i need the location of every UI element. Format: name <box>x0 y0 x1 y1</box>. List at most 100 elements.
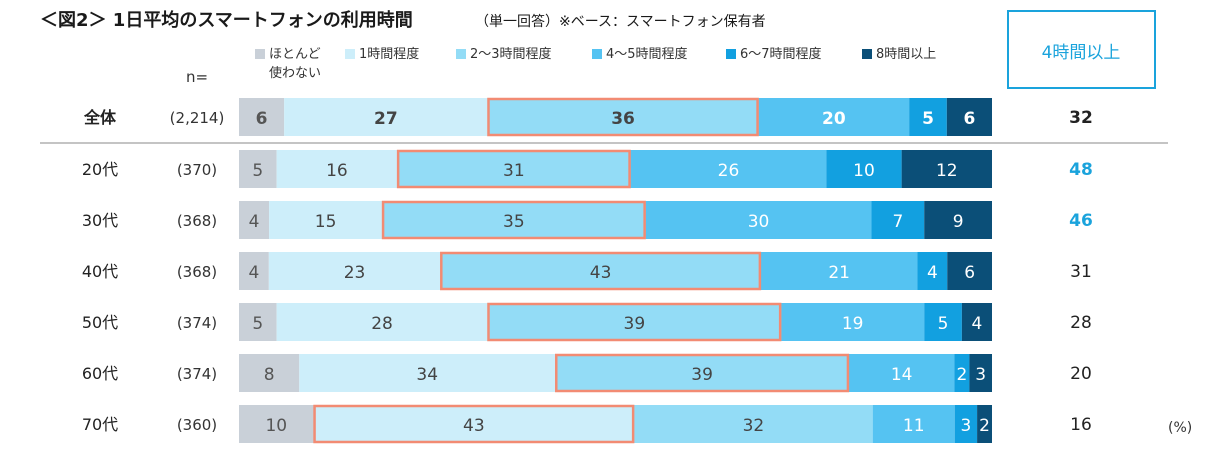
data-label: 21 <box>828 263 850 283</box>
row-n: (2,214) <box>170 109 225 127</box>
bar-segment <box>826 150 902 188</box>
row-label: 20代 <box>82 160 118 179</box>
highlight-frame <box>381 200 646 240</box>
right-value: 48 <box>1069 160 1093 180</box>
row-label: 60代 <box>82 364 118 383</box>
bar-segment <box>871 201 925 239</box>
legend-label: 4～5時間程度 <box>606 46 688 62</box>
bar-segment <box>760 252 918 290</box>
highlight-frame <box>440 251 762 291</box>
legend-label: ほとんど使わない <box>269 47 321 81</box>
legend-item: ほとんど使わない <box>255 47 321 81</box>
bar-row: 60代 (374) 8 34 39 14 2 3 20 <box>82 353 1092 393</box>
data-label: 2 <box>979 416 990 436</box>
legend-swatch <box>592 49 602 59</box>
legend-item: 2～3時間程度 <box>456 46 552 62</box>
legend-label: 6～7時間程度 <box>740 46 822 62</box>
bar-row: 全体 (2,214) 6 27 36 20 5 6 32 <box>83 97 1093 137</box>
data-label: 31 <box>503 161 525 181</box>
highlight-frame <box>487 97 759 137</box>
data-label: 35 <box>503 212 525 232</box>
bar-row: 30代 (368) 4 15 35 30 7 9 46 <box>82 200 1093 240</box>
legend-swatch <box>345 49 355 59</box>
highlight-frame <box>487 302 782 342</box>
bar-segment <box>440 252 761 290</box>
bar-segment <box>954 405 978 443</box>
legend-item: 4～5時間程度 <box>592 46 688 62</box>
data-label: 6 <box>256 109 268 129</box>
highlight-frame <box>555 353 850 393</box>
right-header-box <box>1007 10 1156 89</box>
highlight-frame <box>396 149 631 189</box>
row-n: (360) <box>177 416 217 434</box>
data-label: 3 <box>975 365 986 385</box>
data-label: 14 <box>891 365 913 385</box>
chart-title: ＜図2＞ 1日平均のスマートフォンの利用時間 <box>40 9 413 31</box>
data-label: 10 <box>265 416 287 436</box>
bar-segment <box>758 98 910 136</box>
data-label: 6 <box>963 109 975 129</box>
data-label: 34 <box>416 365 438 385</box>
row-n: (368) <box>177 212 217 230</box>
legend: ほとんど使わない 1時間程度 2～3時間程度 4～5時間程度 6～7時間程度 8時間以上 <box>255 46 936 81</box>
data-label: 30 <box>748 212 770 232</box>
bar-segment <box>848 354 955 392</box>
row-label: 50代 <box>82 313 118 332</box>
data-label: 6 <box>964 263 975 283</box>
row-label: 40代 <box>82 262 118 281</box>
bar-row: 70代 (360) 10 43 32 11 3 2 16 <box>82 404 1092 444</box>
right-header-label: 4時間以上 <box>1042 43 1121 63</box>
data-label: 4 <box>248 263 259 283</box>
data-label: 36 <box>611 109 635 129</box>
bar-segment <box>909 98 947 136</box>
legend-label: 8時間以上 <box>876 47 936 62</box>
right-value: 16 <box>1070 415 1092 435</box>
data-label: 43 <box>463 416 485 436</box>
bar-segment <box>872 405 955 443</box>
bar-segment <box>924 303 962 341</box>
bar-segment <box>239 303 277 341</box>
highlight-frame <box>313 404 635 444</box>
row-n: (374) <box>177 365 217 383</box>
bar-segment <box>947 252 992 290</box>
data-label: 15 <box>315 212 337 232</box>
row-label: 70代 <box>82 415 118 434</box>
legend-label: 1時間程度 <box>359 46 419 62</box>
bar-segment <box>276 150 398 188</box>
bar-segment <box>239 201 270 239</box>
legend-swatch <box>456 49 466 59</box>
data-label: 28 <box>371 314 393 334</box>
data-label: 27 <box>374 109 398 129</box>
data-label: 8 <box>264 365 275 385</box>
data-label: 11 <box>903 416 925 436</box>
data-label: 5 <box>252 161 263 181</box>
legend-swatch <box>726 49 736 59</box>
bar-segment <box>276 303 488 341</box>
unit-label: (%) <box>1168 420 1192 436</box>
bar-segment <box>954 354 970 392</box>
data-label: 5 <box>938 314 949 334</box>
bar-segment <box>901 150 992 188</box>
data-label: 39 <box>624 314 646 334</box>
chart-subtitle: （単一回答）※ベース：スマートフォン保有者 <box>475 13 766 30</box>
data-label: 7 <box>892 212 903 232</box>
bar-segment <box>969 354 992 392</box>
bar-segment <box>917 252 948 290</box>
legend-item: 8時間以上 <box>862 47 936 62</box>
bar-segment <box>555 354 849 392</box>
data-label: 20 <box>822 109 846 129</box>
bar-segment <box>487 303 782 341</box>
right-value: 31 <box>1070 262 1092 282</box>
data-label: 9 <box>953 212 964 232</box>
data-label: 5 <box>252 314 263 334</box>
data-label: 16 <box>326 161 348 181</box>
data-label: 3 <box>960 416 971 436</box>
data-label: 10 <box>853 161 875 181</box>
n-label: n= <box>186 68 208 86</box>
bar-segment <box>239 405 314 443</box>
bar-segment <box>924 201 992 239</box>
bar-segment <box>977 405 992 443</box>
row-n: (374) <box>177 314 217 332</box>
data-label: 26 <box>718 161 740 181</box>
